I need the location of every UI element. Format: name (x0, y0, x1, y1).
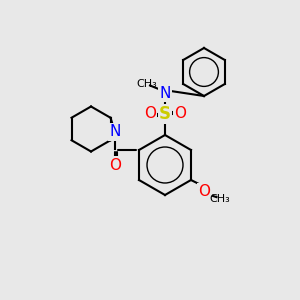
Text: N: N (159, 85, 171, 100)
Text: N: N (109, 124, 121, 140)
Text: S: S (159, 105, 171, 123)
Text: O: O (109, 158, 121, 172)
Text: O: O (174, 106, 186, 122)
Text: CH₃: CH₃ (209, 194, 230, 205)
Text: O: O (144, 106, 156, 122)
Text: CH₃: CH₃ (136, 79, 158, 89)
Text: O: O (199, 184, 211, 200)
